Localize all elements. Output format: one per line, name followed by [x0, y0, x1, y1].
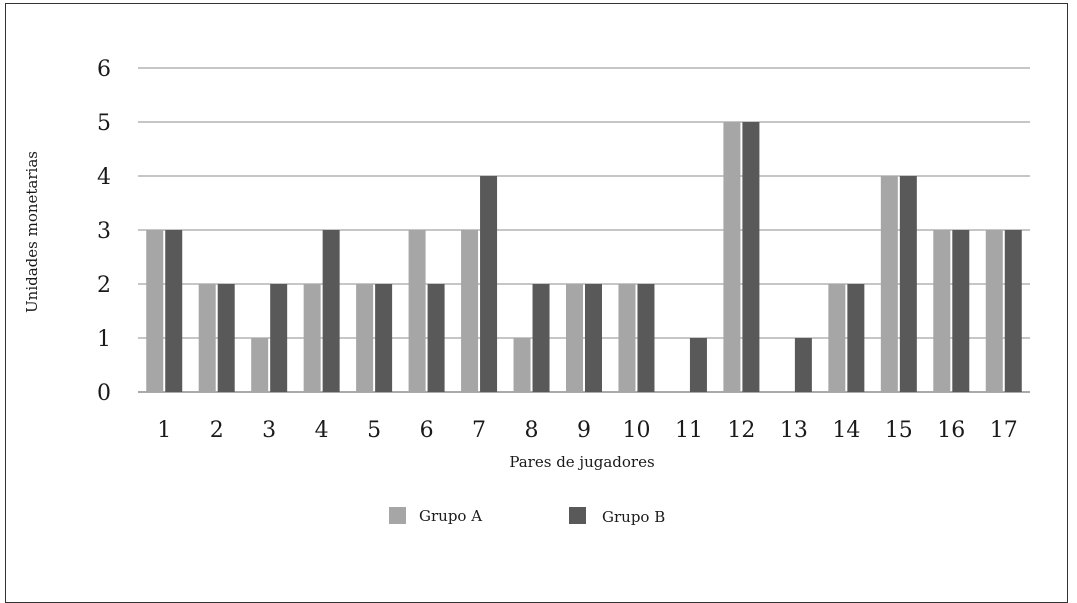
- x-tick-label: 11: [675, 418, 703, 443]
- x-axis-label: Pares de jugadores: [509, 453, 654, 471]
- bar-grupo-a: [146, 230, 164, 392]
- bar-grupo-a: [251, 338, 269, 392]
- bar-grupo-a: [198, 284, 216, 392]
- bar-grupo-a: [723, 122, 741, 392]
- bar-grupo-b: [585, 284, 602, 392]
- bar-grupo-b: [322, 230, 340, 392]
- x-tick-label: 3: [262, 418, 276, 443]
- bar-grupo-a: [408, 230, 426, 392]
- x-tick-label: 8: [525, 418, 539, 443]
- bars: [146, 122, 1022, 392]
- bar-grupo-b: [480, 176, 498, 392]
- bar-grupo-b: [427, 284, 445, 392]
- x-tick-label: 2: [210, 418, 224, 443]
- bar-grupo-a: [461, 230, 479, 392]
- x-tick-label: 4: [315, 418, 329, 443]
- x-tick-label: 5: [367, 418, 381, 443]
- bar-grupo-a: [356, 284, 374, 392]
- legend: Grupo A Grupo B: [389, 507, 665, 526]
- legend-label-grupo-a: Grupo A: [419, 507, 482, 525]
- bar-grupo-b: [165, 230, 183, 392]
- bar-grupo-a: [933, 230, 951, 392]
- bar-grupo-b: [742, 122, 760, 392]
- y-tick-label: 4: [97, 165, 111, 190]
- bar-grupo-a: [303, 284, 321, 392]
- bar-grupo-a: [880, 176, 898, 392]
- bar-grupo-b: [794, 338, 812, 392]
- y-tick-label: 3: [97, 219, 111, 244]
- legend-label-grupo-b: Grupo B: [602, 508, 665, 526]
- y-axis-ticks: 0 1 2 3 4 5 6: [97, 57, 111, 406]
- x-tick-label: 9: [577, 418, 591, 443]
- y-tick-label: 1: [97, 327, 111, 352]
- bar-grupo-a: [618, 284, 636, 392]
- x-tick-label: 16: [937, 418, 965, 443]
- bar-grupo-b: [952, 230, 970, 392]
- legend-swatch-grupo-b: [569, 507, 586, 524]
- x-tick-label: 13: [780, 418, 808, 443]
- x-tick-label: 6: [420, 418, 434, 443]
- x-axis-ticks: 1 2 3 4 5 6 7 8 9 10 11 12 13 14 15 16 17: [157, 418, 1018, 443]
- bar-grupo-a: [985, 230, 1003, 392]
- y-tick-label: 5: [97, 111, 111, 136]
- x-tick-label: 10: [622, 418, 650, 443]
- y-tick-label: 2: [97, 273, 111, 298]
- x-tick-label: 1: [157, 418, 171, 443]
- bar-grupo-b: [532, 284, 550, 392]
- bar-grupo-a: [566, 284, 583, 392]
- bar-grupo-b: [375, 284, 393, 392]
- bar-grupo-b: [270, 284, 288, 392]
- bar-grupo-b: [689, 338, 707, 392]
- x-tick-label: 12: [727, 418, 755, 443]
- legend-swatch-grupo-a: [389, 507, 406, 524]
- x-tick-label: 7: [472, 418, 486, 443]
- y-tick-label: 0: [97, 381, 111, 406]
- bar-grupo-b: [217, 284, 235, 392]
- bar-grupo-b: [899, 176, 917, 392]
- bar-grupo-a: [828, 284, 846, 392]
- bar-grupo-b: [847, 284, 865, 392]
- bar-grupo-b: [1004, 230, 1022, 392]
- x-tick-label: 17: [990, 418, 1018, 443]
- bar-grupo-a: [513, 338, 531, 392]
- y-tick-label: 6: [97, 57, 111, 82]
- x-tick-label: 15: [885, 418, 913, 443]
- y-axis-label: Unidades monetarias: [23, 151, 41, 313]
- x-tick-label: 14: [832, 418, 860, 443]
- bar-grupo-b: [637, 284, 655, 392]
